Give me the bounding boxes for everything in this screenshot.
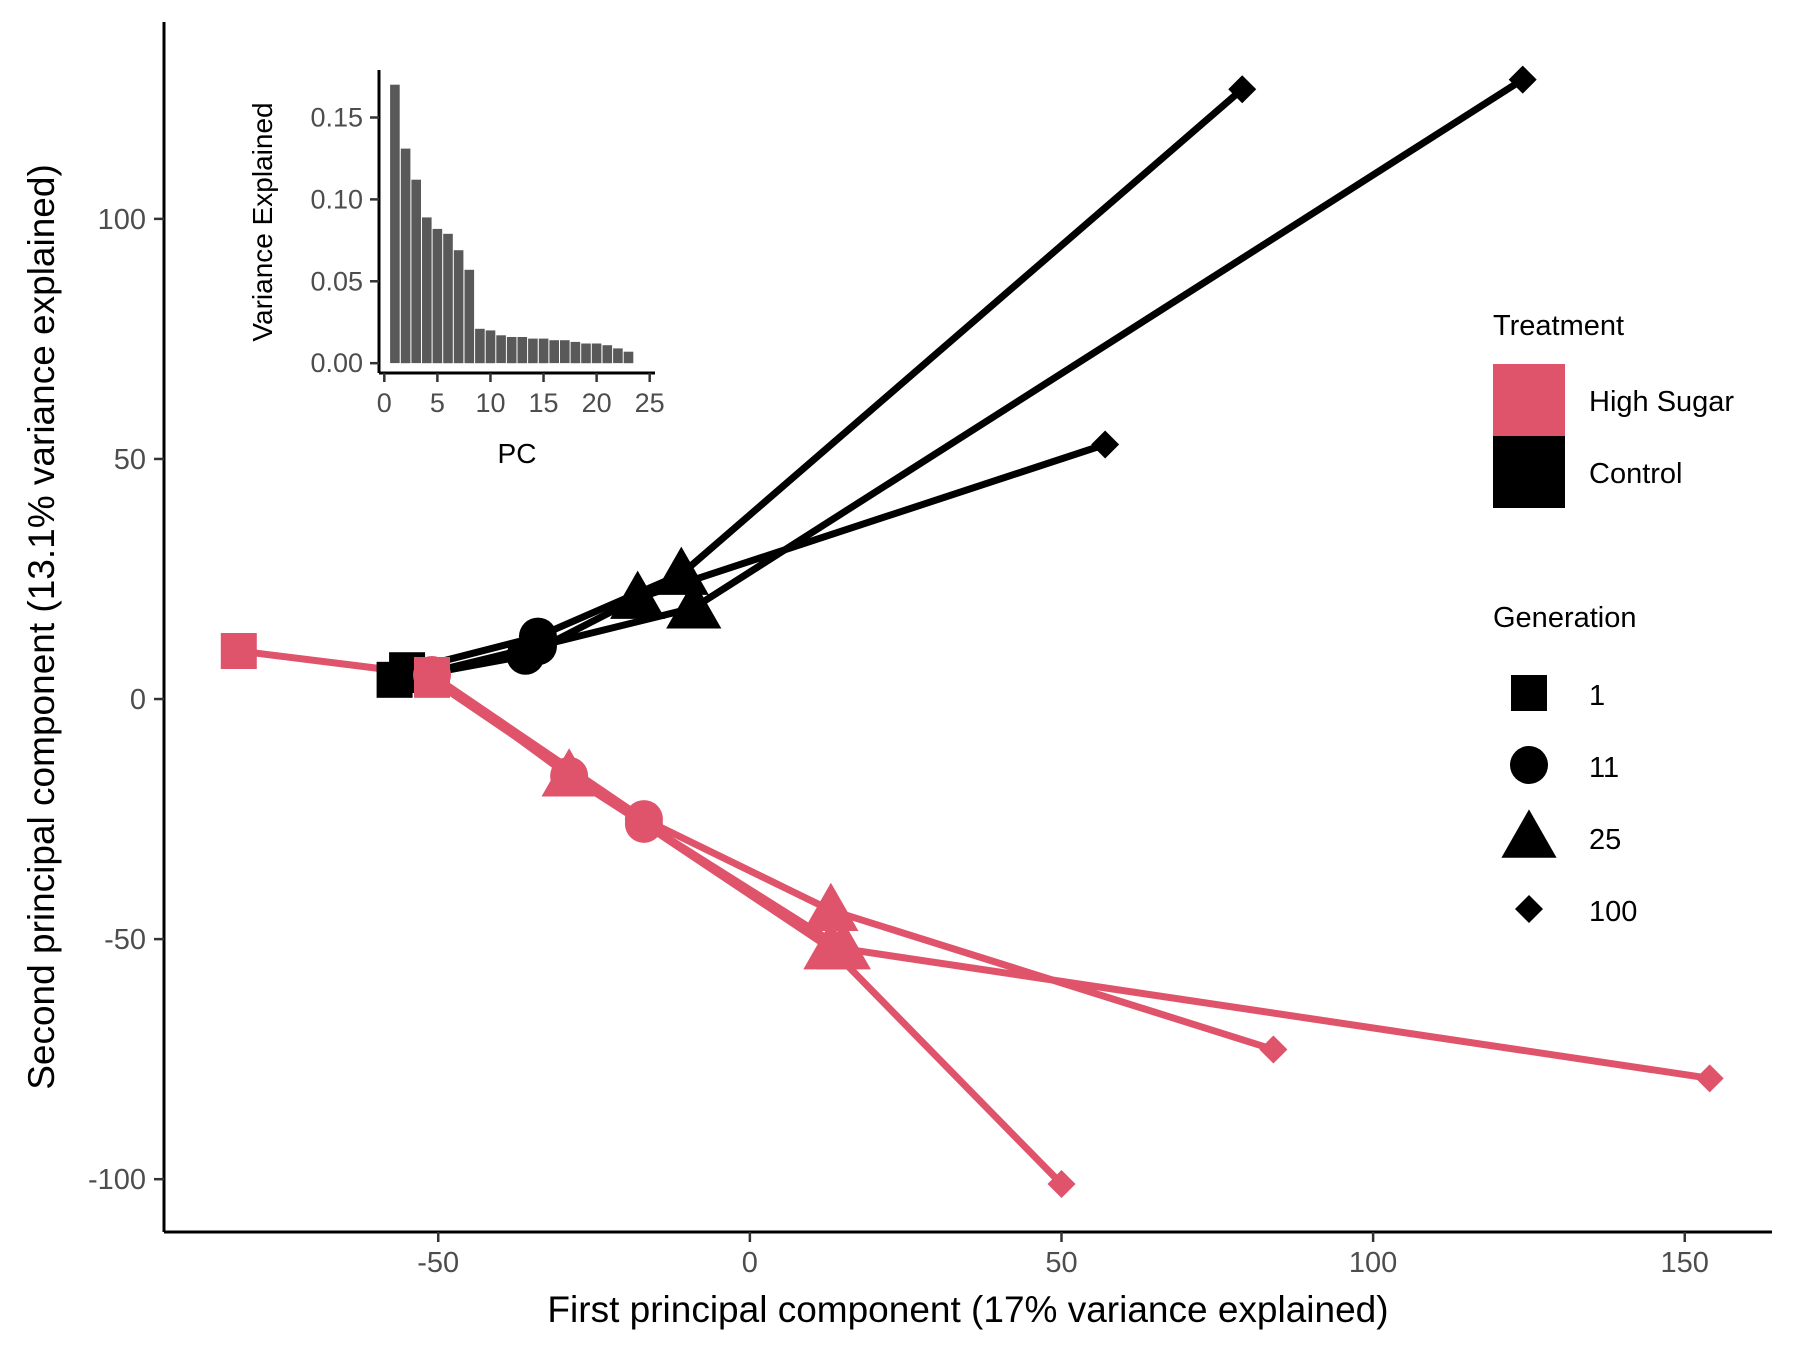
inset-y-tick-label-1: 0.05 [310, 266, 363, 296]
inset-bar-pc-12 [506, 337, 517, 364]
legend-treatment-title: Treatment [1493, 310, 1624, 342]
inset-bar-pc-23 [623, 351, 634, 364]
inset-bar-pc-18 [570, 341, 581, 364]
x-axis-ticks: -50 0 50 100 150 [417, 1232, 1709, 1279]
legend-shape-gen-100 [1515, 895, 1543, 923]
inset-bar-pc-3 [411, 179, 421, 364]
point-control-3-gen-100 [1228, 75, 1257, 104]
legend-label-high-sugar: High Sugar [1589, 386, 1734, 418]
inset-x-tick-label-25: 25 [635, 388, 665, 418]
legend-shape-gen-25 [1501, 809, 1557, 858]
inset-x-tick-label-20: 20 [582, 388, 612, 418]
legend: Treatment High Sugar Control Generation … [1493, 310, 1734, 928]
trajectory-line-control-2 [418, 76, 1525, 679]
inset-bar-pc-9 [475, 328, 485, 364]
trajectory-line-high-sugar-7 [430, 676, 1064, 1187]
trajectory-line-high-sugar-6 [429, 672, 1711, 1082]
inset-bar-pc-6 [443, 233, 453, 364]
inset-x-tick-label-5: 5 [430, 388, 445, 418]
point-control-3-gen-11 [518, 617, 557, 656]
legend-label-gen-100: 100 [1589, 896, 1637, 928]
point-high-sugar-7-gen-11 [624, 804, 663, 843]
point-high-sugar-6-gen-11 [550, 756, 589, 795]
inset-bar-pc-11 [496, 335, 506, 364]
point-control-2-gen-25 [666, 580, 722, 629]
inset-bar-pc-10 [485, 330, 496, 364]
x-tick-label-50: 50 [1045, 1247, 1077, 1279]
point-control-2-gen-100 [1508, 65, 1537, 94]
inset-y-axis-title: Variance Explained [247, 102, 278, 341]
inset-bar-pc-16 [549, 340, 559, 364]
x-tick-label-50: -50 [417, 1247, 459, 1279]
inset-bar-pc-1 [390, 84, 400, 364]
trajectory-lines [238, 76, 1711, 1187]
inset-x-tick-label-15: 15 [529, 388, 559, 418]
legend-generation-title: Generation [1493, 602, 1637, 634]
data-points [220, 65, 1724, 1198]
inset-bar-pc-7 [453, 250, 464, 364]
inset-bar-pc-4 [422, 217, 432, 364]
inset-x-axis-ticks: 0 5 10 15 20 25 [377, 373, 665, 418]
inset-x-tick-label-0: 0 [377, 388, 392, 418]
point-control-1-gen-100 [1091, 430, 1120, 459]
point-high-sugar-7-gen-1 [414, 661, 450, 698]
inset-bar-pc-15 [538, 338, 549, 364]
y-axis-ticks: -100 -50 0 50 100 [88, 204, 164, 1196]
inset-scree-plot: 0 5 10 15 20 25 0.00 0.05 0.10 0.15 PC Variance … [247, 70, 665, 469]
legend-label-gen-25: 25 [1589, 824, 1621, 856]
legend-shape-gen-1 [1511, 675, 1547, 711]
point-control-3-gen-25 [653, 546, 709, 595]
inset-bar-pc-13 [517, 337, 528, 364]
legend-swatch-control [1493, 436, 1565, 508]
inset-bar-pc-8 [464, 269, 475, 364]
inset-bar-pc-19 [581, 343, 591, 364]
y-tick-label-50: -50 [104, 924, 146, 956]
y-tick-label-100: -100 [88, 1164, 146, 1196]
point-high-sugar-7-gen-25 [803, 921, 859, 970]
inset-bar-pc-14 [528, 338, 538, 364]
point-high-sugar-5-gen-100 [1259, 1035, 1288, 1064]
inset-bars [390, 84, 634, 364]
inset-bar-pc-20 [591, 343, 602, 364]
point-high-sugar-4-gen-1 [220, 633, 257, 670]
legend-label-control: Control [1589, 458, 1683, 490]
inset-y-axis-ticks: 0.00 0.05 0.10 0.15 [310, 102, 379, 378]
point-high-sugar-7-gen-100 [1047, 1169, 1076, 1198]
inset-x-tick-label-10: 10 [475, 388, 505, 418]
legend-label-gen-1: 1 [1589, 680, 1605, 712]
inset-x-axis-title: PC [498, 438, 537, 469]
inset-bar-pc-5 [432, 228, 443, 364]
legend-shape-gen-11 [1510, 746, 1548, 784]
x-tick-label-100: 100 [1349, 1247, 1397, 1279]
x-tick-label-0: 0 [742, 1247, 758, 1279]
y-tick-label-50: 50 [114, 444, 146, 476]
inset-bar-pc-21 [602, 345, 613, 364]
inset-bar-pc-22 [613, 348, 623, 364]
inset-bar-pc-17 [560, 340, 570, 364]
y-tick-label-0: 0 [130, 684, 146, 716]
y-axis-title: Second principal component (13.1% varian… [21, 164, 62, 1090]
inset-y-tick-label-2: 0.10 [310, 184, 363, 214]
y-tick-label-100: 100 [98, 204, 146, 236]
point-high-sugar-5-gen-25 [803, 882, 859, 931]
inset-y-tick-label-0: 0.00 [310, 348, 363, 378]
x-tick-label-150: 150 [1661, 1247, 1709, 1279]
point-high-sugar-6-gen-100 [1695, 1064, 1724, 1093]
legend-generation-shapes [1501, 675, 1557, 923]
inset-bar-pc-2 [400, 148, 411, 364]
trajectory-line-control-3 [406, 86, 1245, 674]
legend-swatch-high-sugar [1493, 364, 1565, 436]
legend-label-gen-11: 11 [1589, 752, 1619, 784]
inset-y-tick-label-3: 0.15 [310, 102, 363, 132]
point-control-1-gen-25 [610, 570, 666, 619]
x-axis-title: First principal component (17% variance … [547, 1289, 1388, 1330]
